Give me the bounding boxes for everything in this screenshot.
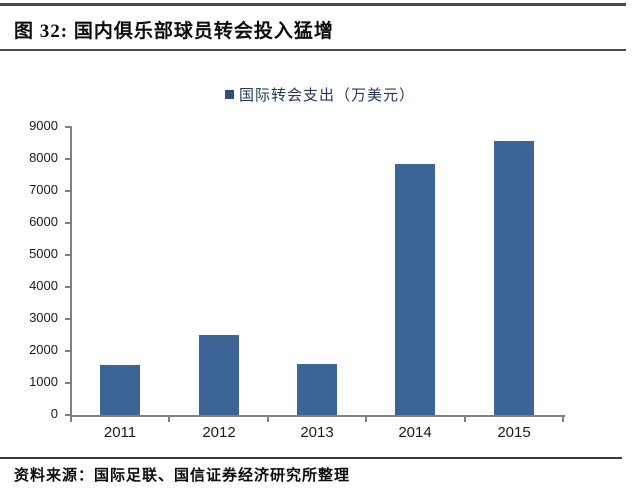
- source-note: 资料来源：国际足联、国信证券经济研究所整理: [14, 468, 351, 484]
- y-tick-label: 3000: [29, 310, 58, 325]
- x-axis-tick: [70, 417, 72, 422]
- y-axis-line: [70, 126, 72, 417]
- y-axis-tick: [65, 286, 70, 288]
- y-tick-label: 6000: [29, 214, 58, 229]
- chart-legend: 国际转会支出（万美元）: [0, 84, 640, 105]
- y-axis-tick: [65, 222, 70, 224]
- y-axis-tick: [65, 350, 70, 352]
- figure-title: 图 32: 国内俱乐部球员转会投入猛增: [14, 21, 334, 42]
- y-axis-tick: [65, 126, 70, 128]
- bar-2012: [199, 335, 239, 415]
- x-axis-tick: [168, 417, 171, 422]
- y-axis-tick: [65, 414, 70, 416]
- y-tick-label: 0: [50, 406, 58, 421]
- title-divider-rule: [0, 49, 626, 51]
- x-axis-tick: [365, 417, 368, 422]
- bar-2011: [100, 365, 140, 415]
- bar-2013: [297, 364, 337, 415]
- y-axis-tick: [65, 254, 70, 256]
- legend-series-label: 国际转会支出（万美元）: [238, 88, 415, 104]
- x-axis-tick: [562, 417, 564, 422]
- x-tick-label: 2012: [202, 424, 236, 441]
- y-tick-label: 1000: [29, 374, 58, 389]
- y-axis-tick: [65, 190, 70, 192]
- legend-series-marker-icon: [224, 90, 234, 99]
- bar-2015: [494, 141, 534, 415]
- x-tick-label: 2014: [398, 424, 432, 441]
- y-axis-tick: [65, 158, 70, 160]
- y-tick-label: 7000: [29, 182, 58, 197]
- bar-2014: [395, 164, 435, 415]
- y-axis-tick: [65, 318, 70, 320]
- x-axis-line: [70, 415, 565, 417]
- y-tick-label: 5000: [29, 246, 58, 261]
- top-rule: [0, 3, 626, 6]
- y-tick-label: 4000: [29, 278, 58, 293]
- footer-divider-rule: [0, 457, 622, 459]
- y-tick-label: 2000: [29, 342, 58, 357]
- x-axis-tick: [463, 417, 466, 422]
- x-tick-label: 2013: [300, 424, 334, 441]
- x-tick-label: 2015: [497, 424, 531, 441]
- y-tick-label: 9000: [29, 118, 58, 133]
- y-axis-tick: [65, 382, 70, 384]
- y-tick-label: 8000: [29, 150, 58, 165]
- x-tick-label: 2011: [103, 424, 137, 441]
- x-axis-tick: [266, 417, 269, 422]
